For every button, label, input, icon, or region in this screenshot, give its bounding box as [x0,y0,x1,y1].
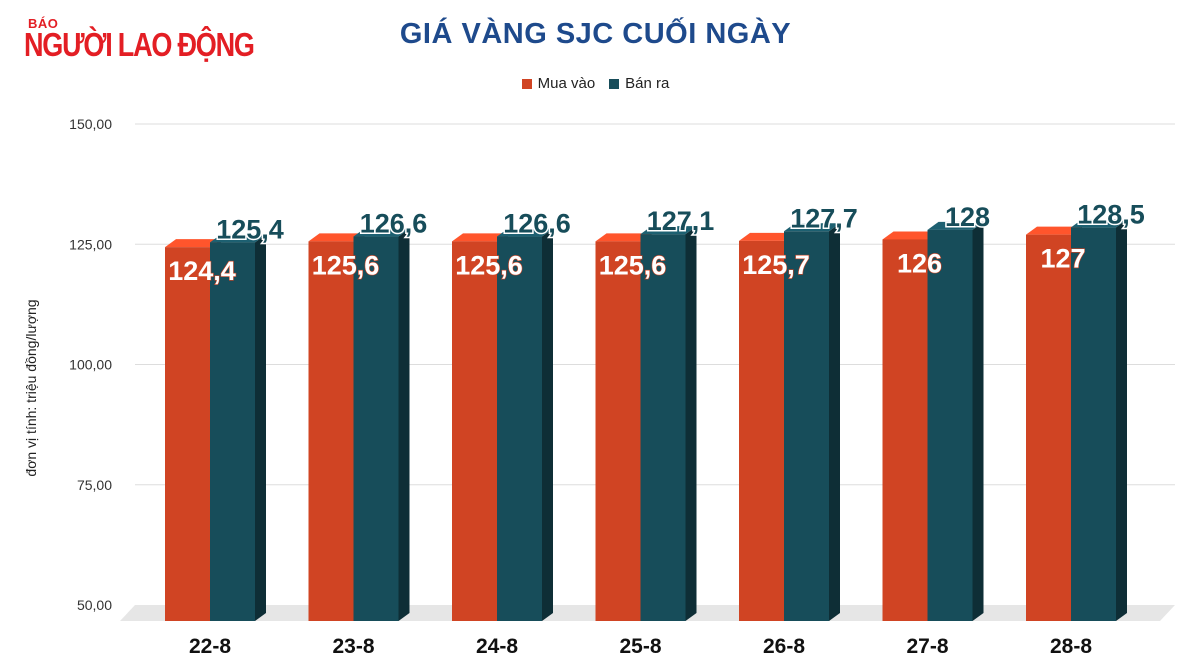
bar-buy [165,247,210,622]
bar-buy [308,241,354,621]
bar-sell [640,234,686,622]
bar-buy-top [739,232,795,241]
bar-buy [882,239,928,621]
bar-buy-top [165,239,221,248]
bar-buy [452,241,497,621]
data-label-buy: 125,7 [742,250,810,280]
data-label-sell: 126,6 [503,209,571,239]
bar-sell [927,229,973,621]
newspaper-logo: BÁO NGƯỜI LAO ĐỘNG [24,14,264,64]
x-tick-label: 28-8 [1050,635,1092,658]
bar-sell-top [497,228,553,237]
data-label-sell: 125,4 [216,214,284,244]
bar-sell-side [398,228,410,621]
bar-sell-top [1071,219,1127,228]
x-tick-label: 23-8 [332,635,374,658]
y-tick-label: 100,00 [69,357,112,373]
legend-label-buy: Mua vào [537,75,596,92]
legend-swatch-sell [609,78,620,89]
data-label-buy: 127 [1040,244,1085,274]
bar-buy [1026,234,1071,621]
data-label-sell: 127,1 [647,206,715,236]
bar-buy-top [308,233,365,242]
x-tick-label: 22-8 [189,635,231,658]
x-tick-label: 26-8 [763,635,805,658]
data-label-sell: 127,7 [790,203,858,233]
chart-title: GIÁ VÀNG SJC CUỐI NGÀY [399,18,792,50]
y-tick-label: 125,00 [69,236,112,252]
data-label-sell: 128,5 [1077,199,1145,229]
bar-buy-top [1026,226,1082,235]
logo-kicker: BÁO [28,16,59,31]
bar-buy [739,240,784,621]
bar-sell-side [1116,219,1127,622]
bar-buy-top [595,233,652,242]
bar-sell-top [927,221,984,230]
bar-sell-side [255,234,266,622]
bar-sell-top [640,226,697,235]
bar-buy-top [452,233,508,242]
legend-swatch-buy [521,78,532,89]
bar-buy [595,241,641,621]
chart-legend: Mua vào Bán ra [0,75,1191,92]
data-label-buy: 125,6 [599,250,667,280]
data-label-buy: 126 [897,248,942,278]
data-label-buy: 125,6 [312,250,380,280]
bar-sell [497,236,542,621]
legend-label-sell: Bán ra [625,75,670,92]
legend-item-sell: Bán ra [609,75,669,92]
data-label-sell: 126,6 [360,209,428,239]
bar-sell [353,236,399,621]
bar-sell-side [685,226,697,622]
bar-sell-top [353,228,410,237]
bar-sell [210,242,255,622]
data-label-buy: 125,6 [455,250,523,280]
bar-sell-side [972,221,984,621]
y-tick-label: 75,00 [77,477,112,493]
bar-sell [784,231,829,621]
bar-sell-side [829,223,840,621]
data-label-sell: 128 [945,202,990,232]
bar-sell [1071,227,1116,622]
logo-wordmark: NGƯỜI LAO ĐỘNG [24,26,255,63]
y-tick-label: 50,00 [77,597,112,613]
data-label-buy: 124,4 [168,256,236,286]
bar-sell-top [784,223,840,232]
bar-sell-top [210,234,266,243]
x-tick-label: 24-8 [476,635,518,658]
y-tick-label: 150,00 [69,116,112,132]
bar-buy-top [882,231,939,240]
x-tick-label: 27-8 [906,635,948,658]
legend-item-buy: Mua vào [521,75,596,92]
x-tick-label: 25-8 [619,635,661,658]
bar-sell-side [542,228,553,621]
